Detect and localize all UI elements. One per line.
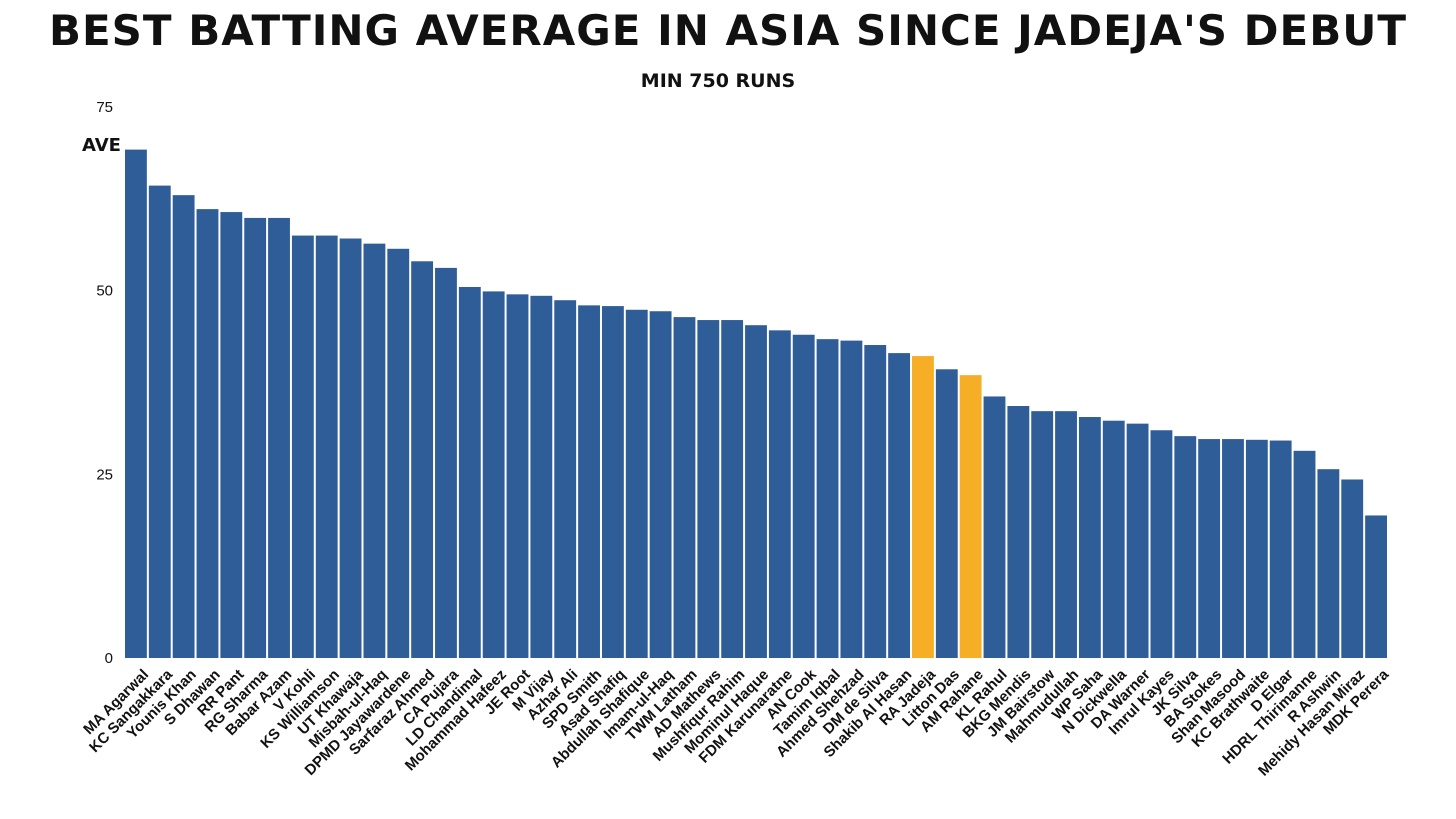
bar-misbah-ul-haq	[363, 243, 386, 658]
bar-ca-pujara	[435, 267, 457, 658]
y-axis-label: AVE	[82, 135, 121, 156]
bar-mehidy-hasan-miraz	[1341, 479, 1364, 658]
bar-kc-sangakkara	[148, 185, 171, 659]
bar-je-root	[506, 294, 529, 658]
bar-dpmd-jayawardene	[387, 248, 410, 659]
bar-dm-de-silva	[864, 345, 887, 658]
bar-spd-smith	[578, 305, 600, 658]
y-tick-label: 75	[96, 99, 113, 116]
bar-hdrl-thirimanne	[1293, 450, 1316, 658]
bar-imrul-kayes	[1150, 430, 1173, 658]
y-tick-label: 25	[96, 466, 113, 483]
bar-rr-pant	[220, 212, 243, 658]
bar-azhar-ali	[554, 300, 577, 658]
chart-title: Best Batting Average in Asia since Jadej…	[48, 6, 1408, 55]
bar-ma-agarwal	[125, 149, 147, 659]
bar-twm-latham	[673, 317, 696, 658]
bar-ahmed-shehzad	[840, 340, 863, 658]
bar-ba-stokes	[1198, 439, 1221, 658]
bar-am-rahane	[959, 375, 982, 658]
bar-mushfiqur-rahim	[721, 320, 744, 658]
y-tick-label: 50	[96, 283, 113, 300]
bar-ld-chandimal	[458, 286, 481, 658]
y-tick-label: 0	[105, 650, 113, 667]
bar-s-dhawan	[196, 209, 219, 658]
bar-n-dickwella	[1102, 420, 1125, 658]
bar-litton-das	[935, 369, 958, 658]
bar-mdk-perera	[1365, 515, 1387, 658]
bar-mohammad-hafeez	[482, 291, 505, 658]
bar-jk-silva	[1174, 436, 1197, 658]
bar-asad-shafiq	[601, 306, 624, 658]
bar-babar-azam	[268, 217, 290, 658]
bar-v-kohli	[291, 235, 314, 658]
bar-shan-masood	[1222, 439, 1244, 658]
bar-kl-rahul	[983, 396, 1006, 658]
bar-da-warner	[1126, 423, 1149, 658]
bar-ut-khawaja	[339, 238, 362, 658]
bar-shakib-al-hasan	[888, 353, 911, 658]
bar-ad-mathews	[697, 320, 720, 658]
bar-jm-bairstow	[1031, 411, 1054, 658]
bar-tamim-iqbal	[816, 339, 839, 658]
chart-subtitle: Min 750 Runs	[640, 70, 796, 92]
bar-ra-jadeja	[912, 356, 934, 658]
bar-r-ashwin	[1317, 469, 1340, 658]
bar-fdm-karunaratne	[768, 330, 791, 658]
bar-younis-khan	[172, 195, 195, 658]
bar-kc-brathwaite	[1245, 439, 1268, 658]
bar-sarfaraz-ahmed	[411, 261, 434, 658]
bar-abdullah-shafique	[625, 309, 648, 658]
bar-d-elgar	[1269, 440, 1292, 658]
bar-bkg-mendis	[1007, 406, 1030, 658]
bar-an-cook	[792, 334, 815, 658]
bar-mahmudullah	[1055, 411, 1077, 658]
bar-m-vijay	[530, 295, 553, 658]
bar-ks-williamson	[315, 235, 338, 658]
bar-wp-saha	[1078, 417, 1101, 658]
bar-mominul-haque	[745, 325, 767, 658]
bar-imam-ul-haq	[649, 311, 672, 658]
bar-rg-sharma	[244, 217, 267, 658]
